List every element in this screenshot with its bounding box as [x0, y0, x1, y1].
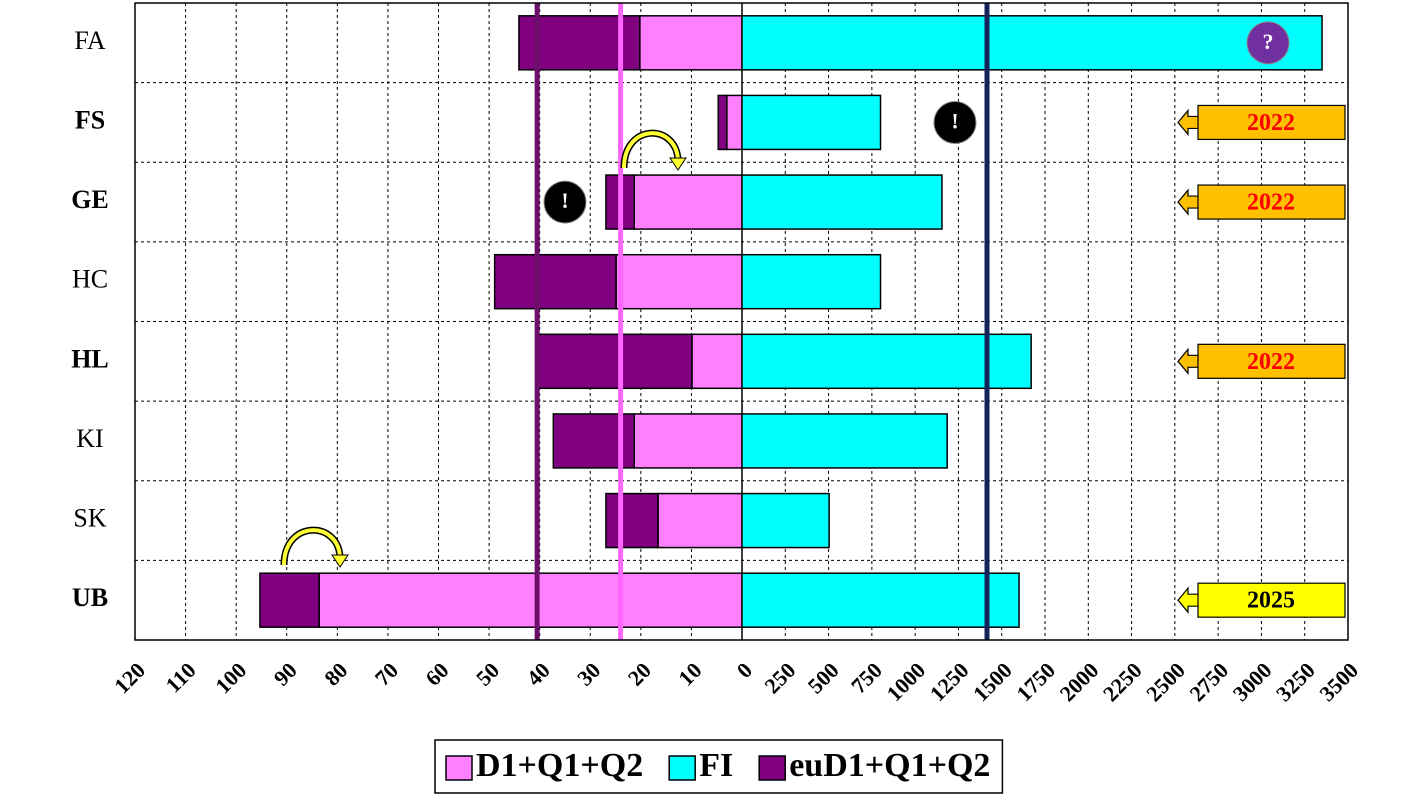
y-tick-label: HL — [71, 344, 109, 373]
x-tick-label: 3000 — [1228, 657, 1277, 706]
badge — [1197, 104, 1346, 141]
x-tick-label: 30 — [572, 657, 605, 690]
x-tick-label: 70 — [370, 657, 403, 690]
bar — [536, 333, 693, 390]
legend-label: FI — [699, 747, 733, 784]
x-tick-label: 2500 — [1141, 657, 1190, 706]
x-tick-label: 3250 — [1271, 657, 1320, 706]
marker-icon — [1246, 21, 1290, 65]
arrow-head — [669, 157, 687, 171]
badge-label: 2022 — [1247, 349, 1295, 375]
x-tick-label: 60 — [420, 657, 453, 690]
badge-arrow — [1177, 347, 1198, 375]
legend-swatch — [758, 755, 786, 781]
marker-icon — [933, 100, 977, 144]
marker-icon — [543, 180, 587, 224]
bar — [633, 174, 743, 230]
bar — [493, 253, 617, 310]
marker-label: ! — [561, 188, 568, 213]
legend-label: euD1+Q1+Q2 — [789, 747, 990, 784]
bar — [259, 572, 320, 628]
bar — [741, 15, 1323, 71]
badge-arrow — [1177, 188, 1198, 216]
y-tick-label: GE — [71, 185, 109, 214]
arrow-head — [331, 554, 349, 568]
x-tick-label: 2750 — [1184, 657, 1233, 706]
x-tick-label: 100 — [210, 657, 251, 698]
y-tick-label: SK — [73, 504, 106, 533]
x-tick-label: 80 — [319, 657, 352, 690]
y-tick-label: FS — [75, 105, 105, 134]
x-tick-label: 10 — [673, 657, 706, 690]
bar — [741, 492, 830, 549]
legend: D1+Q1+Q2 FI euD1+Q1+Q2 — [434, 739, 1004, 794]
x-tick-label: 250 — [759, 657, 800, 698]
badge-arrow — [1177, 586, 1198, 614]
x-tick-label: 750 — [846, 657, 887, 698]
x-tick-label: 40 — [522, 657, 555, 690]
x-tick-label: 1750 — [1011, 657, 1060, 706]
bar — [741, 572, 1020, 628]
bar — [633, 413, 743, 469]
x-tick-label: 1500 — [968, 657, 1017, 706]
y-tick-label: HC — [72, 265, 108, 294]
y-tick-label: UB — [72, 583, 108, 612]
y-tick-label: FA — [74, 26, 106, 55]
legend-swatch — [445, 755, 473, 781]
y-tick-label: KI — [76, 424, 103, 453]
x-tick-label: 50 — [471, 657, 504, 690]
bar — [726, 94, 743, 151]
x-tick-label: 500 — [803, 657, 844, 698]
badge-arrow — [1177, 108, 1198, 137]
bar — [318, 572, 743, 628]
marker-label: ? — [1263, 29, 1274, 54]
legend-label: D1+Q1+Q2 — [476, 747, 643, 784]
bar — [717, 94, 728, 151]
bar — [741, 413, 948, 469]
x-tick-label: 1250 — [925, 657, 974, 706]
badge — [1197, 184, 1346, 220]
bar — [741, 174, 943, 230]
x-tick-label: 3500 — [1314, 657, 1363, 706]
badge — [1197, 582, 1346, 618]
badge-label: 2022 — [1247, 190, 1295, 216]
badge — [1197, 343, 1346, 379]
x-tick-label: 20 — [623, 657, 656, 690]
legend-swatch — [668, 755, 696, 781]
x-tick-label: 0 — [732, 657, 757, 682]
plot-border — [134, 2, 1349, 641]
legend-box — [434, 739, 1004, 794]
bar — [657, 492, 743, 549]
x-tick-label: 1000 — [881, 657, 930, 706]
x-tick-label: 2250 — [1098, 657, 1147, 706]
x-tick-label: 110 — [161, 657, 201, 697]
bar — [605, 492, 659, 549]
curved-arrow — [622, 131, 680, 169]
x-tick-label: 90 — [269, 657, 302, 690]
marker-label: ! — [951, 108, 958, 133]
bar — [639, 15, 743, 71]
bar — [741, 94, 882, 151]
bar — [691, 333, 743, 390]
x-tick-label: 2000 — [1055, 657, 1104, 706]
x-tick-label: 120 — [109, 657, 150, 698]
curved-arrow — [282, 528, 342, 566]
bar — [741, 253, 882, 310]
badge-label: 2022 — [1247, 110, 1295, 136]
badge-label: 2025 — [1247, 588, 1295, 614]
bar — [615, 253, 743, 310]
bar — [741, 333, 1032, 390]
